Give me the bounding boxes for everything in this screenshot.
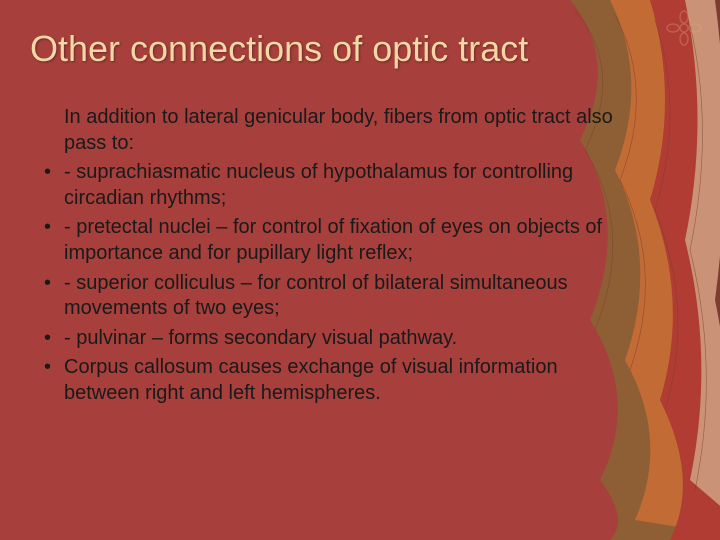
- slide-body: In addition to lateral genicular body, f…: [40, 105, 630, 411]
- slide: Other connections of optic tract In addi…: [0, 0, 720, 540]
- intro-text: In addition to lateral genicular body, f…: [64, 105, 630, 156]
- bullet-list: - suprachiasmatic nucleus of hypothalamu…: [40, 160, 630, 406]
- list-item: Corpus callosum causes exchange of visua…: [40, 355, 630, 406]
- slide-title: Other connections of optic tract: [30, 28, 528, 70]
- list-item: - suprachiasmatic nucleus of hypothalamu…: [40, 160, 630, 211]
- flower-icon: [666, 10, 702, 51]
- list-item: - superior colliculus – for control of b…: [40, 271, 630, 322]
- list-item: - pulvinar – forms secondary visual path…: [40, 326, 630, 352]
- list-item: - pretectal nuclei – for control of fixa…: [40, 215, 630, 266]
